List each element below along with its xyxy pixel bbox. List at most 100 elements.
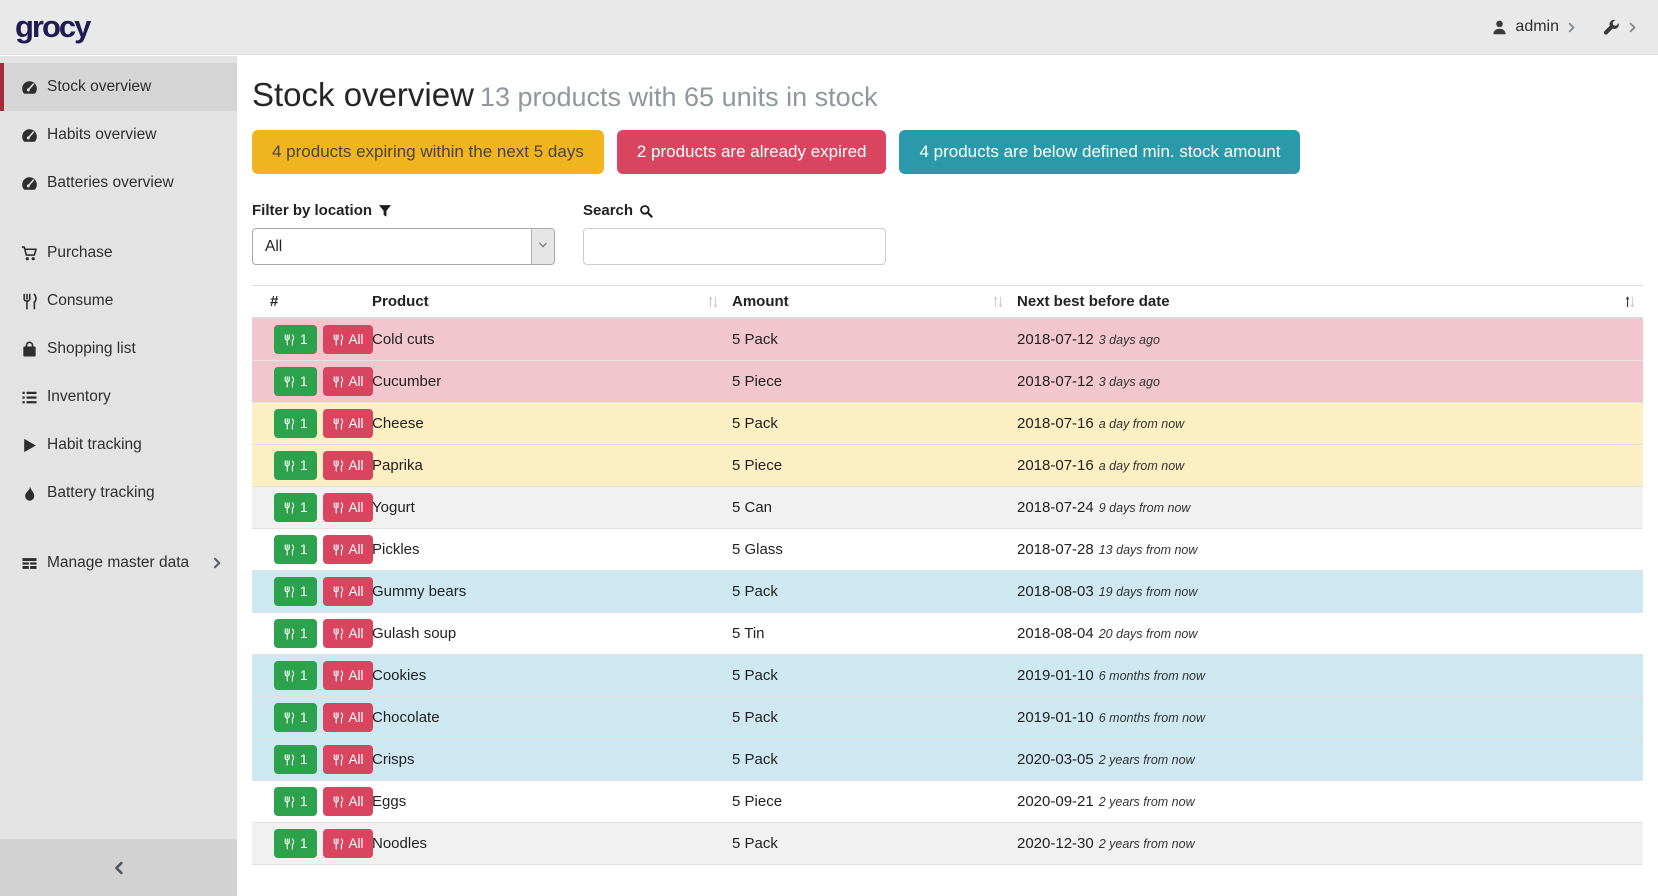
consume-all-button[interactable]: All <box>322 493 373 522</box>
stock-table: # Product Amount Next best before date 1 Al… <box>252 285 1643 865</box>
consume-all-button[interactable]: All <box>322 409 373 438</box>
sidebar-item-habits-overview[interactable]: Habits overview <box>0 111 237 159</box>
product-name: Noodles <box>366 822 726 865</box>
product-name: Cookies <box>366 654 726 697</box>
product-amount: 5 Piece <box>726 780 1011 823</box>
consume-one-button[interactable]: 1 <box>274 619 317 648</box>
utensils-icon <box>332 333 344 346</box>
user-menu[interactable]: admin <box>1491 18 1577 36</box>
page-subtitle: 13 products with 65 units in stock <box>479 82 878 112</box>
utensils-icon <box>332 459 344 472</box>
consume-all-button[interactable]: All <box>322 661 373 690</box>
consume-one-button[interactable]: 1 <box>274 493 317 522</box>
chevron-right-icon <box>1627 22 1638 33</box>
utensils-icon <box>283 417 295 430</box>
page-title: Stock overview <box>252 76 474 113</box>
utensils-icon <box>283 459 295 472</box>
app-logo[interactable]: grocy <box>15 9 91 44</box>
stock-alerts: 4 products expiring within the next 5 da… <box>252 130 1643 174</box>
alert-below-min-button[interactable]: 4 products are below defined min. stock … <box>899 130 1301 174</box>
product-amount: 5 Tin <box>726 612 1011 655</box>
best-before-date: 2019-01-10 6 months from now <box>1011 654 1643 697</box>
consume-all-button[interactable]: All <box>322 451 373 480</box>
sidebar-item-batteries-overview[interactable]: Batteries overview <box>0 159 237 207</box>
utensils-icon <box>21 293 38 310</box>
column-header-product[interactable]: Product <box>366 285 726 319</box>
sidebar: Stock overview Habits overview Batteries… <box>0 56 237 896</box>
consume-one-button[interactable]: 1 <box>274 703 317 732</box>
consume-one-button[interactable]: 1 <box>274 745 317 774</box>
consume-all-button[interactable]: All <box>322 577 373 606</box>
product-amount: 5 Glass <box>726 528 1011 571</box>
consume-one-button[interactable]: 1 <box>274 829 317 858</box>
consume-all-button[interactable]: All <box>322 325 373 354</box>
product-name: Cucumber <box>366 360 726 403</box>
consume-all-button[interactable]: All <box>322 535 373 564</box>
consume-one-button[interactable]: 1 <box>274 577 317 606</box>
tachometer-icon <box>21 79 38 96</box>
sidebar-item-consume[interactable]: Consume <box>0 277 237 325</box>
table-row: 1 All Gulash soup 5 Tin 2018-08-04 20 day… <box>252 612 1643 655</box>
product-name: Cold cuts <box>372 331 435 348</box>
product-name: Crisps <box>366 738 726 781</box>
sidebar-item-habit-tracking[interactable]: Habit tracking <box>0 421 237 469</box>
location-filter-value: All <box>265 237 283 255</box>
alert-expiring-button[interactable]: 4 products expiring within the next 5 da… <box>252 130 604 174</box>
wrench-icon <box>1603 19 1620 36</box>
sidebar-item-purchase[interactable]: Purchase <box>0 229 237 277</box>
table-icon <box>21 555 38 572</box>
location-filter-select[interactable]: All <box>252 228 555 265</box>
table-body: 1 All Cold cuts 5 Pack 2018-07-12 3 days … <box>252 318 1643 865</box>
product-amount: 5 Pack <box>726 738 1011 781</box>
table-row: 1 All Gummy bears 5 Pack 2018-08-03 19 da… <box>252 570 1643 613</box>
column-header-next-best-before-date[interactable]: Next best before date <box>1011 285 1643 319</box>
consume-all-button[interactable]: All <box>322 787 373 816</box>
product-amount: 5 Can <box>726 486 1011 529</box>
column-header-amount[interactable]: Amount <box>726 285 1011 319</box>
consume-one-button[interactable]: 1 <box>274 325 317 354</box>
utensils-icon <box>332 627 344 640</box>
table-row: 1 All Cold cuts 5 Pack 2018-07-12 3 days … <box>252 318 1643 361</box>
best-before-date: 2020-12-30 2 years from now <box>1011 822 1643 865</box>
chevron-right-icon <box>211 557 223 569</box>
utensils-icon <box>332 837 344 850</box>
utensils-icon <box>283 543 295 556</box>
settings-menu[interactable] <box>1603 19 1638 36</box>
consume-one-button[interactable]: 1 <box>274 787 317 816</box>
consume-one-button[interactable]: 1 <box>274 367 317 396</box>
sidebar-item-inventory[interactable]: Inventory <box>0 373 237 421</box>
consume-all-button[interactable]: All <box>322 703 373 732</box>
consume-all-button[interactable]: All <box>322 619 373 648</box>
search-icon <box>639 204 653 218</box>
utensils-icon <box>332 501 344 514</box>
consume-one-button[interactable]: 1 <box>274 661 317 690</box>
alert-expired-button[interactable]: 2 products are already expired <box>616 130 887 174</box>
sidebar-item-shopping-list[interactable]: Shopping list <box>0 325 237 373</box>
best-before-date: 2018-08-04 20 days from now <box>1011 612 1643 655</box>
product-amount: 5 Piece <box>726 444 1011 487</box>
search-input[interactable] <box>583 228 886 265</box>
best-before-date: 2020-03-05 2 years from now <box>1011 738 1643 781</box>
consume-one-button[interactable]: 1 <box>274 409 317 438</box>
consume-one-button[interactable]: 1 <box>274 535 317 564</box>
sidebar-item-stock-overview[interactable]: Stock overview <box>0 63 237 111</box>
utensils-icon <box>283 795 295 808</box>
consume-all-button[interactable]: All <box>322 745 373 774</box>
consume-all-button[interactable]: All <box>322 829 373 858</box>
consume-one-button[interactable]: 1 <box>274 451 317 480</box>
cart-icon <box>21 245 38 262</box>
sidebar-collapse-button[interactable] <box>0 839 237 896</box>
utensils-icon <box>283 501 295 514</box>
product-amount: 5 Pack <box>726 654 1011 697</box>
sort-icon <box>706 294 720 309</box>
topbar-menus: admin <box>1491 18 1638 36</box>
sidebar-nav: Stock overview Habits overview Batteries… <box>0 56 237 587</box>
consume-all-button[interactable]: All <box>322 367 373 396</box>
page-head: Stock overview 13 products with 65 units … <box>252 76 1643 114</box>
utensils-icon <box>332 711 344 724</box>
sidebar-item-battery-tracking[interactable]: Battery tracking <box>0 469 237 517</box>
product-name: Gummy bears <box>366 570 726 613</box>
sidebar-item-manage-master-data[interactable]: Manage master data <box>0 539 237 587</box>
best-before-date: 2018-07-24 9 days from now <box>1011 486 1643 529</box>
utensils-icon <box>332 585 344 598</box>
